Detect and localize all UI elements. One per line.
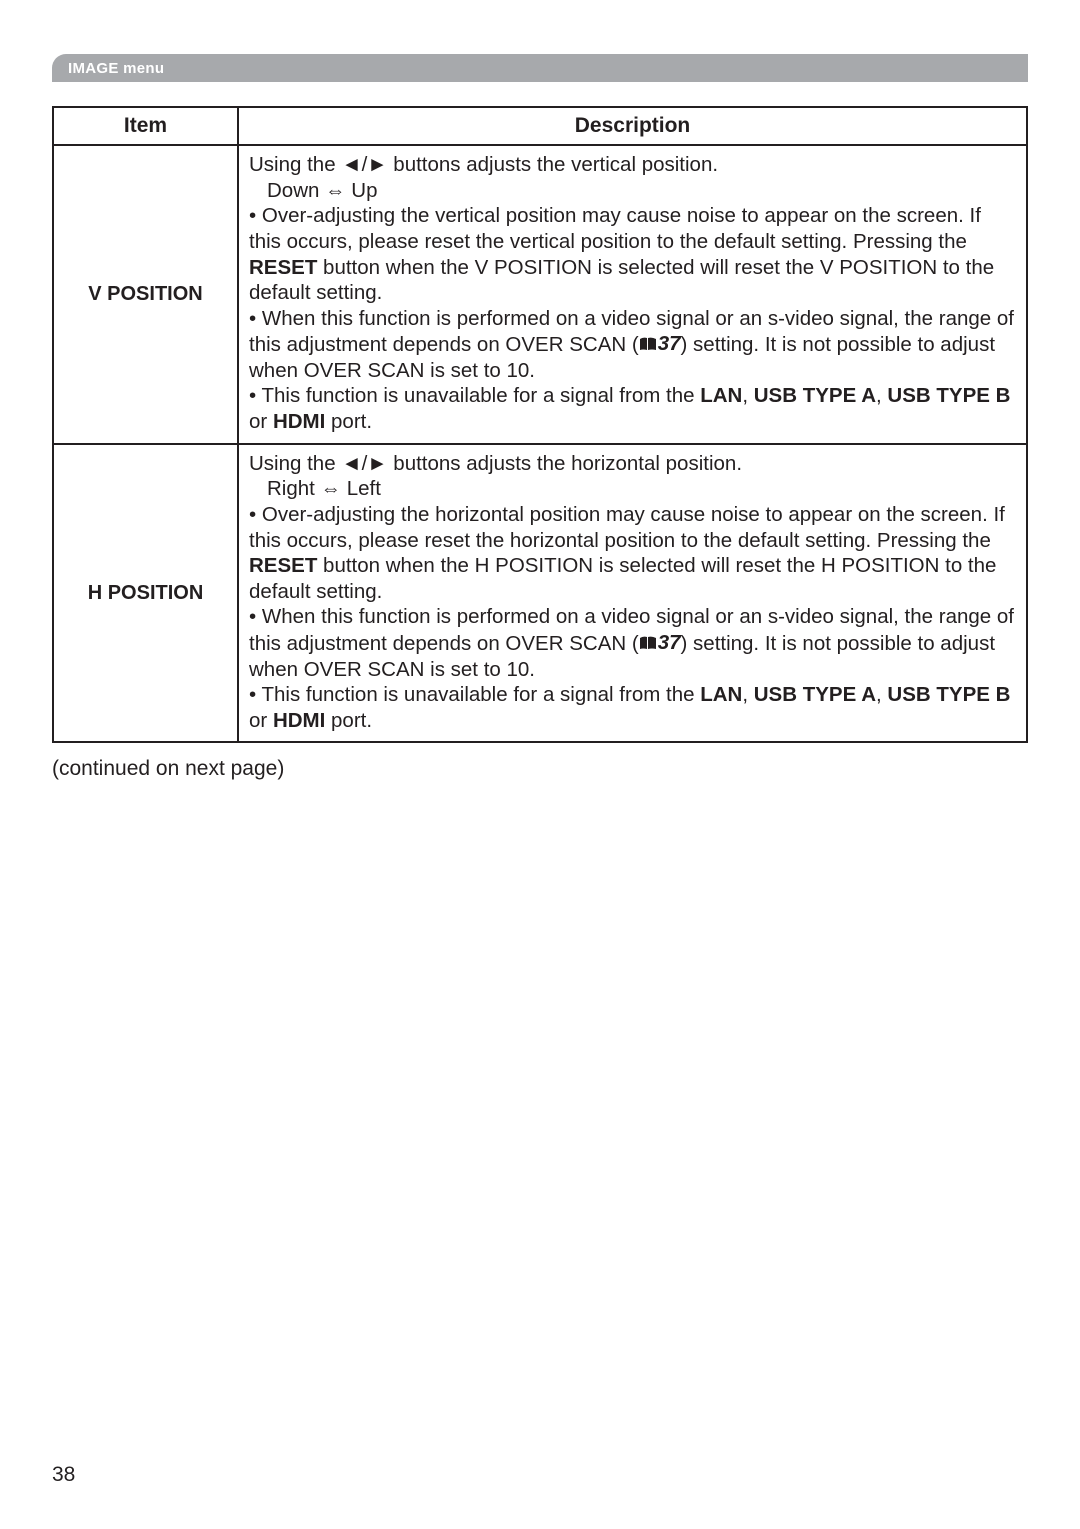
desc-text: • Over-adjusting the vertical position m…	[249, 204, 981, 253]
page-ref-number: 37	[658, 331, 681, 357]
image-menu-table: Item Description V POSITION Using the ◄/…	[52, 106, 1028, 743]
page-reference: 37	[639, 630, 681, 656]
desc-text: button when the V POSITION is selected w…	[249, 256, 994, 305]
double-arrow-icon: ⇔	[325, 179, 346, 202]
desc-text: port.	[325, 410, 372, 433]
menu-header-title: IMAGE menu	[68, 60, 164, 77]
desc-text: or	[249, 410, 273, 433]
port-keyword: USB TYPE B	[887, 384, 1010, 407]
desc-text: Down	[267, 179, 325, 202]
page-ref-number: 37	[658, 630, 681, 656]
desc-text: Using the	[249, 452, 341, 475]
port-keyword: USB TYPE A	[754, 384, 876, 407]
continued-notice: (continued on next page)	[52, 757, 1028, 781]
port-keyword: LAN	[700, 384, 742, 407]
port-keyword: USB TYPE B	[887, 683, 1010, 706]
desc-text: ,	[742, 384, 753, 407]
direction-line: Right ⇔ Left	[249, 476, 1016, 502]
port-keyword: USB TYPE A	[754, 683, 876, 706]
desc-text: Using the	[249, 153, 341, 176]
desc-text: buttons adjusts the horizontal position.	[388, 452, 742, 475]
desc-text: Left	[341, 477, 381, 500]
port-keyword: LAN	[700, 683, 742, 706]
direction-line: Down ⇔ Up	[249, 178, 1016, 204]
double-arrow-icon: ⇔	[321, 477, 342, 500]
book-icon	[639, 337, 657, 351]
desc-text: buttons adjusts the vertical position.	[388, 153, 718, 176]
desc-text: ,	[876, 384, 887, 407]
desc-text: Right	[267, 477, 321, 500]
menu-header-bar: IMAGE menu	[52, 54, 1028, 82]
left-right-arrows-icon: ◄/►	[341, 153, 387, 176]
desc-text: • Over-adjusting the horizontal position…	[249, 503, 1005, 552]
reset-keyword: RESET	[249, 554, 317, 577]
desc-text: Up	[346, 179, 378, 202]
reset-keyword: RESET	[249, 256, 317, 279]
desc-text: or	[249, 709, 273, 732]
desc-text: port.	[325, 709, 372, 732]
item-name-h-position: H POSITION	[53, 444, 238, 743]
page-reference: 37	[639, 331, 681, 357]
desc-text: • This function is unavailable for a sig…	[249, 384, 700, 407]
desc-text: • This function is unavailable for a sig…	[249, 683, 700, 706]
table-header-description: Description	[238, 107, 1027, 145]
table-header-item: Item	[53, 107, 238, 145]
port-keyword: HDMI	[273, 709, 325, 732]
port-keyword: HDMI	[273, 410, 325, 433]
desc-text: ,	[742, 683, 753, 706]
book-icon	[639, 636, 657, 650]
table-row: H POSITION Using the ◄/► buttons adjusts…	[53, 444, 1027, 743]
table-row: V POSITION Using the ◄/► buttons adjusts…	[53, 145, 1027, 444]
page-number: 38	[52, 1463, 75, 1487]
desc-text: ,	[876, 683, 887, 706]
item-name-v-position: V POSITION	[53, 145, 238, 444]
item-description: Using the ◄/► buttons adjusts the vertic…	[238, 145, 1027, 444]
item-description: Using the ◄/► buttons adjusts the horizo…	[238, 444, 1027, 743]
left-right-arrows-icon: ◄/►	[341, 452, 387, 475]
desc-text: button when the H POSITION is selected w…	[249, 554, 996, 603]
